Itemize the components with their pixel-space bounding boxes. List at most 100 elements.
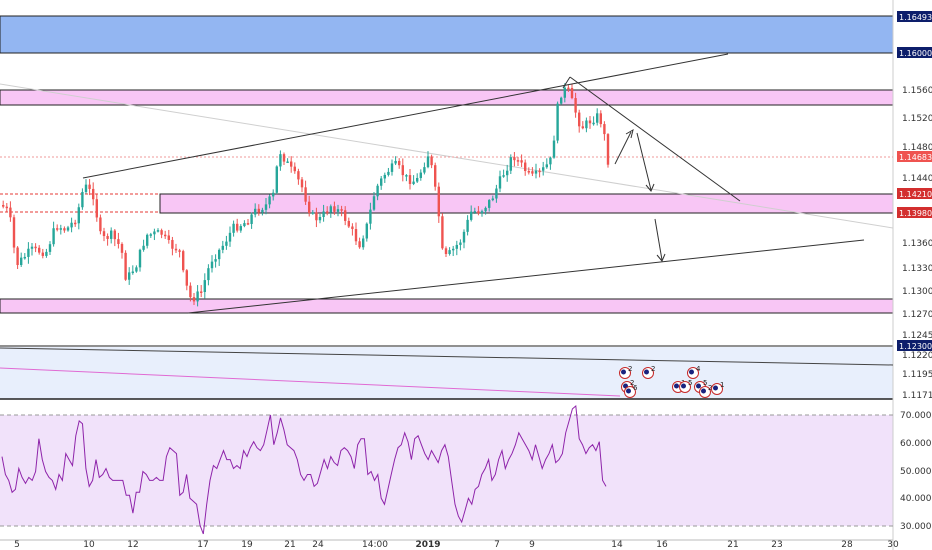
candle-body xyxy=(452,248,455,251)
candle-body xyxy=(102,231,106,237)
candle-body xyxy=(390,163,394,172)
candle-body xyxy=(174,248,178,251)
candle-body xyxy=(192,297,196,302)
candle-body xyxy=(311,212,314,214)
time-tick-label: 24 xyxy=(312,540,324,550)
time-tick-label: 5 xyxy=(14,540,20,550)
candle-body xyxy=(146,234,149,246)
candle-body xyxy=(567,87,570,90)
candle-body xyxy=(344,210,347,221)
candle-body xyxy=(167,235,170,240)
candle-body xyxy=(20,257,23,266)
candle-body xyxy=(545,164,548,168)
candle-body xyxy=(135,267,138,272)
candle-body xyxy=(52,228,55,245)
candle-body xyxy=(99,217,102,232)
candle-body xyxy=(92,188,95,200)
price-tags: 1.16493 1.16000 1.14683 1.14210 1.13980 1.123… xyxy=(897,11,932,351)
candle-body xyxy=(106,236,109,239)
candle-body xyxy=(347,220,350,227)
candle-body xyxy=(369,209,372,224)
candle-body xyxy=(491,198,494,201)
candle-body xyxy=(156,230,160,232)
time-axis[interactable]: 5 10 12 17 19 21 24 14:00 2019 7 9 14 16 21 23 28 30 xyxy=(14,540,899,550)
price-tag xyxy=(897,47,932,58)
candle-body xyxy=(264,204,268,210)
candle-body xyxy=(394,160,397,164)
candle-body xyxy=(574,98,577,113)
candle-body xyxy=(578,112,581,127)
candle-body xyxy=(95,199,98,218)
candle-body xyxy=(149,234,152,236)
candle-body xyxy=(318,216,322,221)
candle-body xyxy=(189,285,192,298)
rsi-tick-label: 50.0000 xyxy=(900,467,932,477)
candle-body xyxy=(160,230,163,235)
candle-body xyxy=(225,241,228,246)
mid-tick-label: 1.11950 xyxy=(902,370,932,380)
candle-body xyxy=(221,245,224,250)
event-count: 5 xyxy=(703,379,707,387)
candle-body xyxy=(113,230,116,240)
candle-body xyxy=(246,223,250,225)
candle-body xyxy=(581,126,584,129)
candle-body xyxy=(171,239,174,249)
candle-body xyxy=(228,232,232,242)
candle-body xyxy=(329,206,332,213)
support-zone-pink[interactable] xyxy=(0,298,894,314)
resistance-zone-blue[interactable] xyxy=(0,15,894,54)
price-axis[interactable]: 1.160001.156001.152001.148001.144001.140… xyxy=(902,49,932,361)
candle-body xyxy=(509,157,512,171)
candle-body xyxy=(196,291,199,302)
price-tag xyxy=(897,340,932,351)
candle-body xyxy=(200,291,203,293)
candle-body xyxy=(412,181,415,184)
candle-body xyxy=(131,271,134,274)
candle-body xyxy=(444,248,448,254)
rsi-band xyxy=(0,415,893,526)
candle-body xyxy=(30,246,34,249)
event-count: 4 xyxy=(696,365,701,373)
candle-body xyxy=(304,187,307,202)
candle-body xyxy=(599,113,602,125)
price-tick-label: 1.13600 xyxy=(902,239,932,249)
candle-body xyxy=(506,170,509,176)
candle-body xyxy=(34,246,37,249)
candle-body xyxy=(362,238,365,248)
candle-body xyxy=(408,175,412,184)
price-tick-label: 1.12700 xyxy=(902,310,932,320)
candle-body xyxy=(560,97,563,104)
price-tag-label: 1.14210 xyxy=(899,190,932,199)
descending-trendline[interactable] xyxy=(569,76,741,202)
channel-upper-line[interactable] xyxy=(82,53,729,179)
candle-body xyxy=(38,247,41,253)
candle-body xyxy=(56,228,59,230)
candle-body xyxy=(70,222,73,228)
channel-lower-line[interactable] xyxy=(187,239,865,314)
candle-body xyxy=(27,248,30,257)
candle-body xyxy=(585,120,588,129)
price-tag xyxy=(897,151,932,162)
candle-body xyxy=(563,87,566,98)
candle-body xyxy=(138,249,142,268)
candle-body xyxy=(398,160,401,166)
candle-body xyxy=(383,174,386,179)
candle-body xyxy=(282,154,286,162)
candle-body xyxy=(513,157,516,161)
candle-body xyxy=(603,124,606,135)
event-icon: 2 xyxy=(619,365,632,379)
event-icon: 4 xyxy=(687,365,701,379)
economic-events[interactable]: 2242561521 xyxy=(619,365,725,398)
price-tag xyxy=(897,11,932,22)
candle-body xyxy=(290,161,293,167)
candle-body xyxy=(77,207,80,224)
candle-body xyxy=(232,223,235,233)
candle-body xyxy=(592,122,595,125)
candle-body xyxy=(480,211,484,214)
price-tag xyxy=(897,188,932,199)
candle-body xyxy=(2,205,5,207)
candle-body xyxy=(524,162,527,172)
resistance-zone-pink[interactable] xyxy=(0,89,894,106)
time-tick-label: 19 xyxy=(241,540,253,550)
